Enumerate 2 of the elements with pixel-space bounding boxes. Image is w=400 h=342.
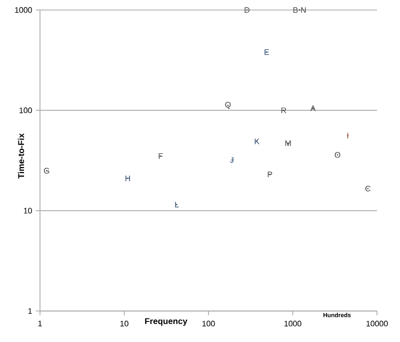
x-axis-title: Frequency <box>145 318 188 326</box>
y-axis-title: Time-to-Fix <box>18 133 24 179</box>
